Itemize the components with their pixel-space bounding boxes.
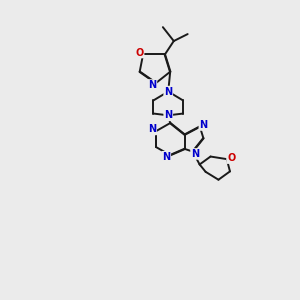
Text: N: N [191,149,199,159]
Text: N: N [199,120,208,130]
Text: N: N [148,80,156,90]
Text: N: N [162,152,170,162]
Text: N: N [164,86,172,97]
Text: O: O [227,153,235,163]
Text: N: N [148,124,156,134]
Text: N: N [164,110,172,120]
Text: O: O [135,47,144,58]
